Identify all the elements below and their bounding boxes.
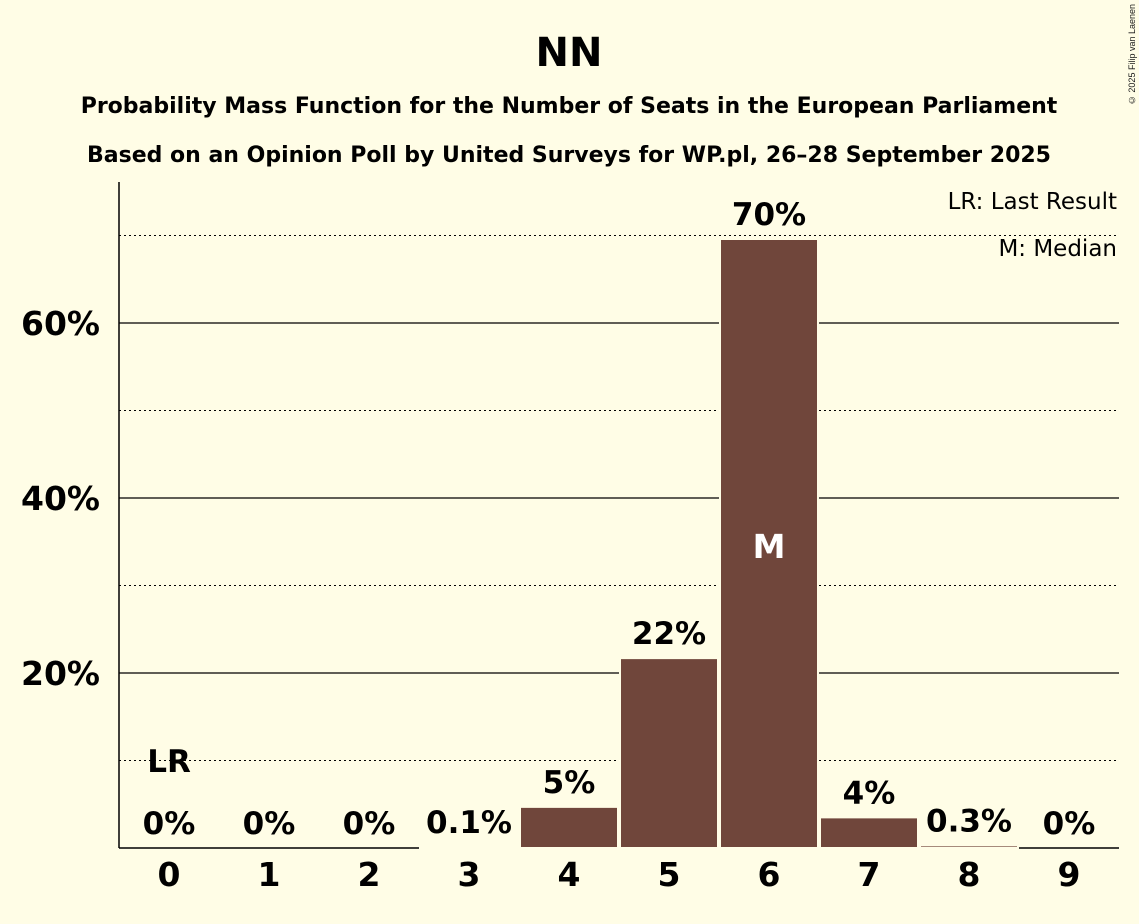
chart-subtitle-2: Based on an Opinion Poll by United Surve… [87,143,1051,168]
chart-title: NN [536,30,603,76]
bar-seat-6 [719,238,819,849]
x-tick-label: 9 [1058,855,1081,894]
bar-seat-3 [419,846,519,849]
x-tick-label: 3 [458,855,481,894]
bar-value-label: 0% [243,806,296,842]
bar-value-label: 0% [143,806,196,842]
y-tick-label: 20% [21,654,100,693]
bar-seat-8 [919,844,1019,849]
copyright: © 2025 Filip van Laenen [1127,4,1137,106]
legend-last-result: LR: Last Result [948,189,1117,215]
legend-median: M: Median [998,236,1117,262]
bar-value-label: 22% [632,616,706,652]
x-tick-label: 0 [158,855,181,894]
y-tick-label: 60% [21,304,100,343]
median-marker: M [753,527,786,566]
x-tick-label: 2 [358,855,381,894]
x-tick-label: 5 [658,855,681,894]
bar-value-label: 0.1% [426,805,512,841]
bar-value-label: 5% [543,765,596,801]
bar-seat-5 [619,657,719,849]
y-tick-label: 40% [21,479,100,518]
bar-value-label: 0% [343,806,396,842]
bar-seat-7 [819,816,919,849]
x-tick-label: 6 [758,855,781,894]
last-result-marker: LR [147,744,191,780]
x-tick-label: 1 [258,855,281,894]
bar-value-label: 4% [843,775,896,811]
x-tick-label: 7 [858,855,881,894]
bar-value-label: 70% [732,197,806,233]
chart-subtitle: Probability Mass Function for the Number… [81,94,1058,119]
bar-seat-4 [519,805,619,849]
x-tick-label: 8 [958,855,981,894]
x-tick-label: 4 [558,855,581,894]
bar-value-label: 0% [1043,806,1096,842]
bar-value-label: 0.3% [926,803,1012,839]
